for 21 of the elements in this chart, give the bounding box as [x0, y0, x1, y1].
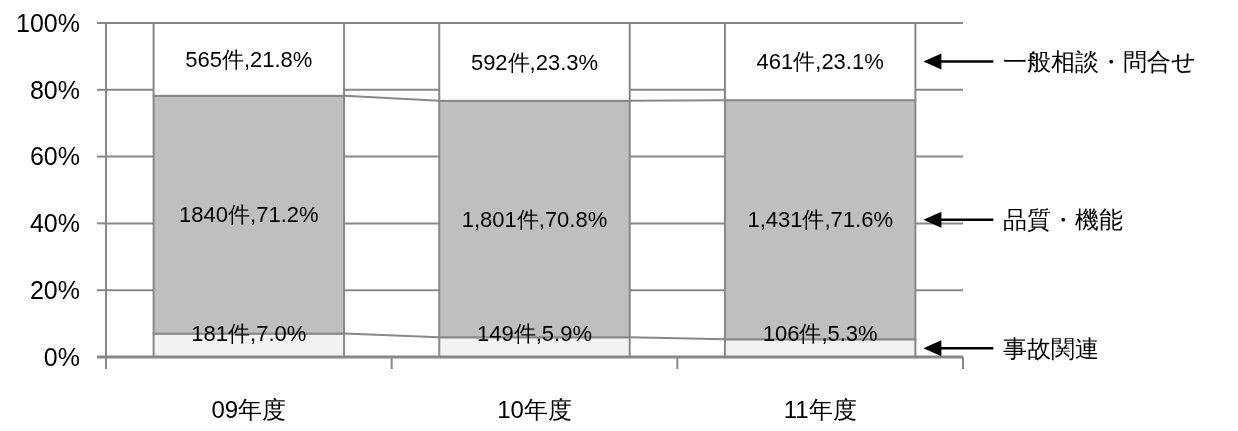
- data-label: 149件,5.9%: [477, 320, 592, 346]
- data-label: 1,431件,71.6%: [747, 207, 893, 233]
- data-label: 461件,23.1%: [756, 49, 884, 75]
- x-tick-label: 11年度: [783, 396, 857, 424]
- data-label: 592件,23.3%: [470, 49, 599, 75]
- y-tick-label: 20%: [29, 275, 80, 304]
- x-tick-label: 10年度: [497, 396, 572, 424]
- data-label: 1,801件,70.8%: [461, 206, 608, 232]
- data-label: 106件,5.3%: [762, 320, 878, 346]
- text: 事故関連: [1003, 334, 1100, 362]
- data-label: 181件,7.0%: [191, 320, 307, 346]
- data-label: 565件,21.8%: [185, 47, 313, 73]
- text: 品質・機能: [1003, 206, 1124, 234]
- x-tick-label: 09年度: [211, 396, 287, 424]
- y-tick-label: 60%: [29, 142, 80, 171]
- y-tick-label: 40%: [29, 209, 80, 238]
- y-tick-label: 100%: [16, 8, 80, 37]
- y-tick-label: 80%: [29, 75, 80, 104]
- y-tick-label: 0%: [43, 342, 80, 371]
- text: 一般相談・問合せ: [1003, 47, 1197, 75]
- data-label: 1840件,71.2%: [179, 202, 319, 228]
